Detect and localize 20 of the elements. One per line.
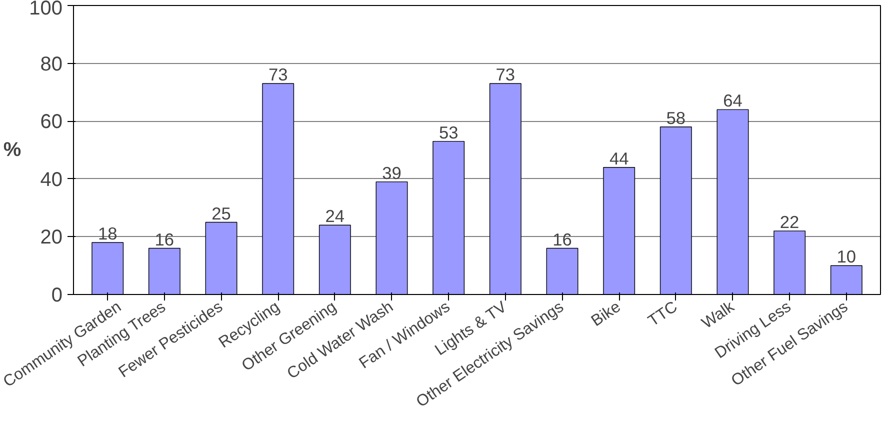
data-label: 44	[609, 148, 630, 168]
data-label: 39	[382, 162, 402, 183]
data-label: 73	[496, 64, 516, 85]
y-tick-label: 0	[51, 284, 62, 306]
y-tick-label: 100	[29, 0, 63, 20]
y-axis-title: %	[3, 139, 22, 161]
x-tick-label: TTC	[645, 298, 681, 330]
data-label: 22	[780, 212, 800, 232]
y-tick-label: 60	[40, 111, 63, 134]
y-tick-label: 80	[40, 53, 63, 76]
data-label: 64	[723, 90, 743, 111]
data-label: 25	[212, 203, 231, 224]
y-tick-label: 40	[40, 168, 63, 191]
x-tick-label: Bike	[588, 298, 624, 330]
data-label: 73	[268, 64, 288, 85]
y-tick-label: 20	[40, 226, 63, 249]
data-label: 53	[438, 122, 458, 142]
x-tick-label: Walk	[699, 298, 738, 332]
data-label: 24	[325, 206, 345, 226]
data-label: 10	[836, 246, 856, 267]
